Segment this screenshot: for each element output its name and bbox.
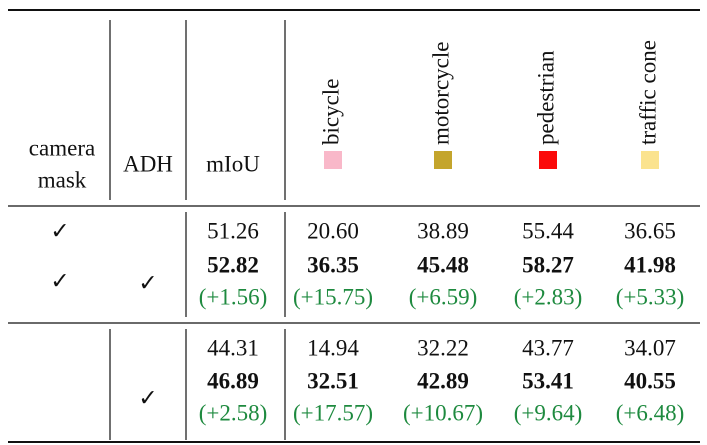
header-miou: mIoU xyxy=(206,151,260,176)
header-class: bicycle xyxy=(318,79,343,145)
class-swatch xyxy=(641,151,659,169)
value-cell: 55.44 xyxy=(522,218,574,243)
value-cell: 32.22 xyxy=(417,335,469,360)
value-cell: 51.26 xyxy=(207,218,259,243)
value-cell: 36.65 xyxy=(624,218,676,243)
header-adh: ADH xyxy=(123,151,173,176)
value-cell: 34.07 xyxy=(624,335,676,360)
header-camera-mask: camera xyxy=(29,135,95,160)
delta-cell: (+6.48) xyxy=(616,400,685,425)
value-cell: 52.82 xyxy=(207,252,259,277)
header-camera-mask: mask xyxy=(38,167,87,192)
class-swatch xyxy=(539,151,557,169)
value-cell: 32.51 xyxy=(307,368,359,393)
header-class: pedestrian xyxy=(533,50,558,145)
delta-cell: (+2.58) xyxy=(199,400,268,425)
value-cell: 43.77 xyxy=(522,335,574,360)
value-cell: 42.89 xyxy=(417,368,469,393)
class-swatch xyxy=(324,151,342,169)
value-cell: 45.48 xyxy=(417,252,469,277)
delta-cell: (+1.56) xyxy=(199,284,268,309)
delta-cell: (+6.59) xyxy=(409,284,478,309)
check: ✓ xyxy=(138,385,157,410)
value-cell: 46.89 xyxy=(207,368,259,393)
value-cell: 44.31 xyxy=(207,335,259,360)
delta-cell: (+2.83) xyxy=(514,284,583,309)
delta-cell: (+15.75) xyxy=(293,284,373,309)
check: ✓ xyxy=(50,268,69,293)
check: ✓ xyxy=(138,270,157,295)
delta-cell: (+5.33) xyxy=(616,284,685,309)
value-cell: 14.94 xyxy=(307,335,359,360)
delta-cell: (+9.64) xyxy=(514,400,583,425)
value-cell: 20.60 xyxy=(307,218,359,243)
value-cell: 38.89 xyxy=(417,218,469,243)
check: ✓ xyxy=(50,218,69,243)
value-cell: 36.35 xyxy=(307,252,359,277)
value-cell: 40.55 xyxy=(624,368,676,393)
value-cell: 53.41 xyxy=(522,368,574,393)
delta-cell: (+17.57) xyxy=(293,400,373,425)
header-class: traffic cone xyxy=(635,40,660,145)
value-cell: 41.98 xyxy=(624,252,676,277)
class-swatch xyxy=(434,151,452,169)
header-class: motorcycle xyxy=(428,42,453,145)
delta-cell: (+10.67) xyxy=(403,400,483,425)
value-cell: 58.27 xyxy=(522,252,574,277)
